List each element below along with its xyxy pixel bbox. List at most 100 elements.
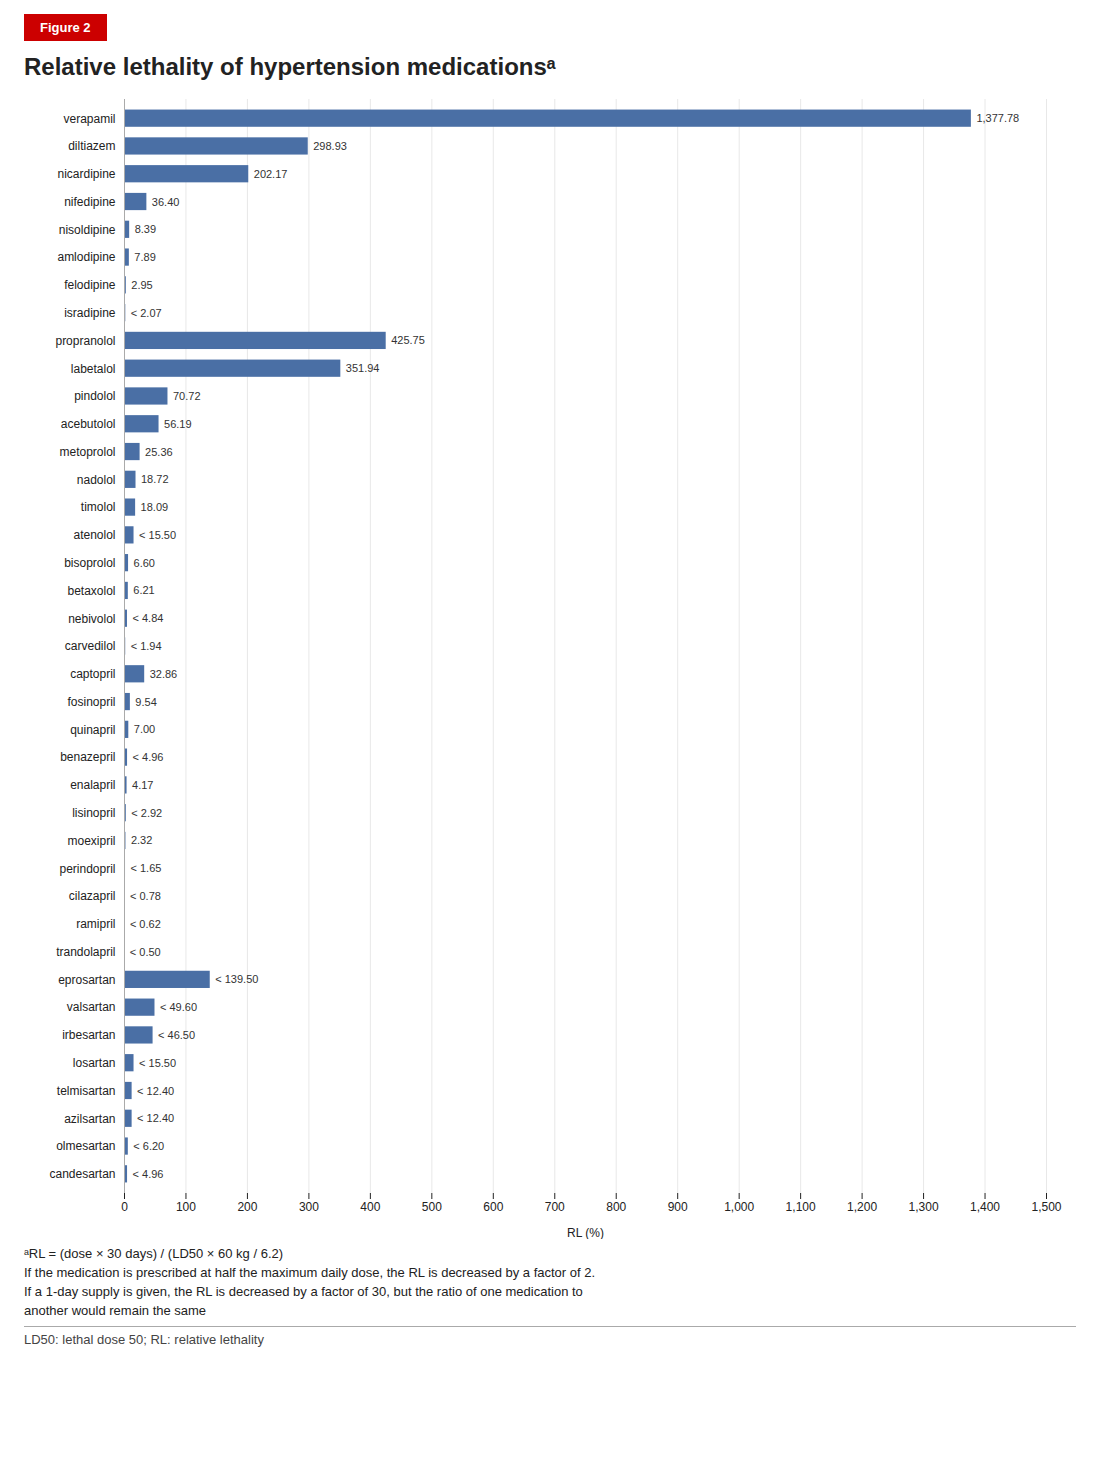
svg-text:4.17: 4.17 <box>132 779 153 791</box>
svg-text:atenolol: atenolol <box>73 528 115 542</box>
svg-text:bisoprolol: bisoprolol <box>64 556 115 570</box>
svg-text:cilazapril: cilazapril <box>69 889 116 903</box>
svg-text:perindopril: perindopril <box>59 862 115 876</box>
svg-text:pindolol: pindolol <box>74 389 115 403</box>
svg-text:56.19: 56.19 <box>164 418 192 430</box>
svg-text:2.32: 2.32 <box>131 834 152 846</box>
svg-text:nebivolol: nebivolol <box>68 612 115 626</box>
svg-text:moexipril: moexipril <box>67 834 115 848</box>
svg-text:351.94: 351.94 <box>346 362 380 374</box>
html-text:If the medication is prescribe: If the medication is prescribed at half … <box>24 1264 596 1280</box>
svg-text:9.54: 9.54 <box>135 696 156 708</box>
svg-text:< 4.96: < 4.96 <box>133 1168 164 1180</box>
svg-text:< 15.50: < 15.50 <box>139 529 176 541</box>
svg-text:900: 900 <box>668 1200 688 1214</box>
svg-text:metoprolol: metoprolol <box>59 445 115 459</box>
svg-text:25.36: 25.36 <box>145 446 173 458</box>
svg-text:1,200: 1,200 <box>847 1200 877 1214</box>
svg-text:nadolol: nadolol <box>77 473 116 487</box>
svg-text:losartan: losartan <box>73 1056 116 1070</box>
svg-text:7.89: 7.89 <box>134 251 155 263</box>
svg-text:425.75: 425.75 <box>391 334 425 346</box>
svg-text:diltiazem: diltiazem <box>68 139 115 153</box>
svg-text:1,400: 1,400 <box>970 1200 1000 1214</box>
svg-text:acebutolol: acebutolol <box>61 417 116 431</box>
svg-text:< 0.62: < 0.62 <box>130 918 161 930</box>
svg-text:400: 400 <box>360 1200 380 1214</box>
svg-text:< 12.40: < 12.40 <box>137 1085 174 1097</box>
svg-text:lisinopril: lisinopril <box>72 806 115 820</box>
svg-text:0: 0 <box>121 1200 128 1214</box>
svg-text:quinapril: quinapril <box>70 723 115 737</box>
svg-text:600: 600 <box>483 1200 503 1214</box>
svg-text:felodipine: felodipine <box>64 278 116 292</box>
svg-text:18.09: 18.09 <box>141 501 169 513</box>
svg-text:ramipril: ramipril <box>76 917 115 931</box>
svg-text:carvedilol: carvedilol <box>65 639 116 653</box>
svg-text:298.93: 298.93 <box>313 140 347 152</box>
svg-text:1,500: 1,500 <box>1031 1200 1061 1214</box>
svg-text:azilsartan: azilsartan <box>64 1112 115 1126</box>
svg-text:nisoldipine: nisoldipine <box>59 223 116 237</box>
svg-text:fosinopril: fosinopril <box>67 695 115 709</box>
svg-text:< 2.92: < 2.92 <box>131 807 162 819</box>
svg-text:valsartan: valsartan <box>67 1000 116 1014</box>
svg-text:< 12.40: < 12.40 <box>137 1112 174 1124</box>
svg-text:benazepril: benazepril <box>60 750 115 764</box>
svg-text:< 49.60: < 49.60 <box>160 1001 197 1013</box>
svg-text:500: 500 <box>422 1200 442 1214</box>
svg-text:< 0.78: < 0.78 <box>130 890 161 902</box>
svg-text:nicardipine: nicardipine <box>57 167 115 181</box>
svg-text:verapamil: verapamil <box>63 112 115 126</box>
svg-text:200: 200 <box>237 1200 257 1214</box>
svg-text:< 15.50: < 15.50 <box>139 1057 176 1069</box>
svg-text:300: 300 <box>299 1200 319 1214</box>
svg-text:irbesartan: irbesartan <box>62 1028 115 1042</box>
svg-text:1,300: 1,300 <box>909 1200 939 1214</box>
svg-text:< 46.50: < 46.50 <box>158 1029 195 1041</box>
svg-text:2.95: 2.95 <box>131 279 152 291</box>
svg-text:propranolol: propranolol <box>55 334 115 348</box>
svg-text:1,377.78: 1,377.78 <box>976 112 1019 124</box>
svg-text:< 4.96: < 4.96 <box>133 751 164 763</box>
svg-text:< 6.20: < 6.20 <box>133 1140 164 1152</box>
html-text:LD50: lethal dose 50; RL: rela: LD50: lethal dose 50; RL: relative letha… <box>24 1332 264 1348</box>
svg-text:eprosartan: eprosartan <box>58 973 115 987</box>
svg-text:betaxolol: betaxolol <box>67 584 115 598</box>
svg-text:< 139.50: < 139.50 <box>215 973 258 985</box>
svg-text:< 0.50: < 0.50 <box>130 946 161 958</box>
svg-text:trandolapril: trandolapril <box>56 945 115 959</box>
svg-text:telmisartan: telmisartan <box>57 1084 116 1098</box>
svg-text:18.72: 18.72 <box>141 473 169 485</box>
svg-text:8.39: 8.39 <box>135 223 156 235</box>
svg-text:202.17: 202.17 <box>254 168 288 180</box>
svg-text:800: 800 <box>606 1200 626 1214</box>
svg-text:6.60: 6.60 <box>134 557 155 569</box>
svg-text:< 1.94: < 1.94 <box>131 640 162 652</box>
html-text:another would remain the same: another would remain the same <box>24 1302 207 1318</box>
svg-text:1,100: 1,100 <box>786 1200 816 1214</box>
svg-text:1,000: 1,000 <box>724 1200 754 1214</box>
svg-text:enalapril: enalapril <box>70 778 115 792</box>
svg-text:captopril: captopril <box>70 667 115 681</box>
html-text:If a 1-day supply is given, th: If a 1-day supply is given, the RL is de… <box>24 1283 583 1299</box>
svg-text:36.40: 36.40 <box>152 196 180 208</box>
svg-text:amlodipine: amlodipine <box>57 250 115 264</box>
svg-text:< 1.65: < 1.65 <box>131 862 162 874</box>
svg-text:candesartan: candesartan <box>49 1167 115 1181</box>
svg-text:isradipine: isradipine <box>64 306 116 320</box>
svg-text:nifedipine: nifedipine <box>64 195 116 209</box>
svg-text:timolol: timolol <box>81 500 116 514</box>
svg-text:olmesartan: olmesartan <box>56 1139 115 1153</box>
svg-text:70.72: 70.72 <box>173 390 201 402</box>
svg-text:labetalol: labetalol <box>71 362 116 376</box>
svg-text:700: 700 <box>545 1200 565 1214</box>
svg-text:< 4.84: < 4.84 <box>132 612 163 624</box>
svg-text:< 2.07: < 2.07 <box>131 307 162 319</box>
html-text:Relative lethality of hyperten: Relative lethality of hypertension medic… <box>24 53 556 80</box>
svg-text:100: 100 <box>176 1200 196 1214</box>
svg-text:RL (%): RL (%) <box>567 1226 604 1240</box>
svg-text:7.00: 7.00 <box>134 723 155 735</box>
svg-text:6.21: 6.21 <box>133 584 154 596</box>
svg-text:32.86: 32.86 <box>150 668 178 680</box>
